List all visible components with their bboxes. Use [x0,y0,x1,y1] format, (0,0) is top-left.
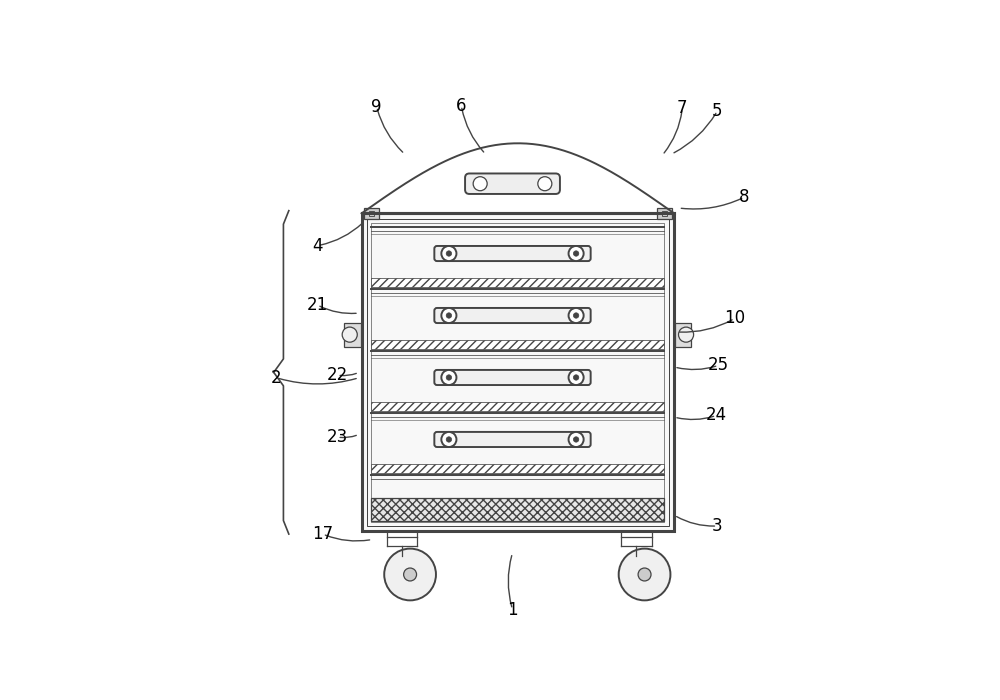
Text: 6: 6 [456,97,467,115]
Text: 24: 24 [706,407,727,424]
Text: 4: 4 [312,237,323,255]
Bar [371,498,664,521]
Circle shape [619,549,670,601]
Bar [371,464,664,473]
Text: 22: 22 [327,366,348,384]
Text: 9: 9 [371,97,382,116]
Text: 3: 3 [712,517,723,535]
Text: 1: 1 [507,601,518,619]
Bar [371,402,664,411]
Circle shape [446,374,452,380]
Polygon shape [675,323,691,346]
Text: 17: 17 [312,525,333,543]
Circle shape [569,308,584,323]
Text: 10: 10 [724,309,745,328]
Circle shape [573,313,579,319]
Text: 7: 7 [677,99,688,118]
Bar [662,211,667,216]
Text: 8: 8 [739,188,750,206]
FancyBboxPatch shape [434,370,591,385]
Bar [657,208,672,218]
Circle shape [569,432,584,447]
Circle shape [638,568,651,581]
Circle shape [384,549,436,601]
Circle shape [573,374,579,380]
Circle shape [569,370,584,385]
Bar [371,278,664,287]
Circle shape [573,251,579,256]
Text: 21: 21 [307,296,328,314]
Circle shape [342,327,357,342]
Circle shape [573,437,579,442]
Circle shape [569,246,584,261]
Text: 2: 2 [271,369,282,387]
Text: 23: 23 [327,428,348,446]
FancyBboxPatch shape [465,174,560,194]
FancyBboxPatch shape [434,246,591,261]
Bar [369,211,374,216]
Bar [371,340,664,349]
Bar [362,214,674,531]
Text: 5: 5 [712,102,723,120]
Circle shape [538,176,552,190]
Polygon shape [344,323,361,346]
FancyBboxPatch shape [434,308,591,323]
Circle shape [446,313,452,319]
Bar [367,219,669,526]
Circle shape [404,568,417,581]
Circle shape [441,432,456,447]
Circle shape [441,370,456,385]
FancyBboxPatch shape [434,432,591,447]
Circle shape [441,308,456,323]
Text: 25: 25 [708,356,729,374]
Circle shape [441,246,456,261]
Circle shape [446,437,452,442]
Circle shape [446,251,452,256]
Bar [371,223,664,522]
Circle shape [679,327,694,342]
Bar [364,208,379,218]
Circle shape [473,176,487,190]
